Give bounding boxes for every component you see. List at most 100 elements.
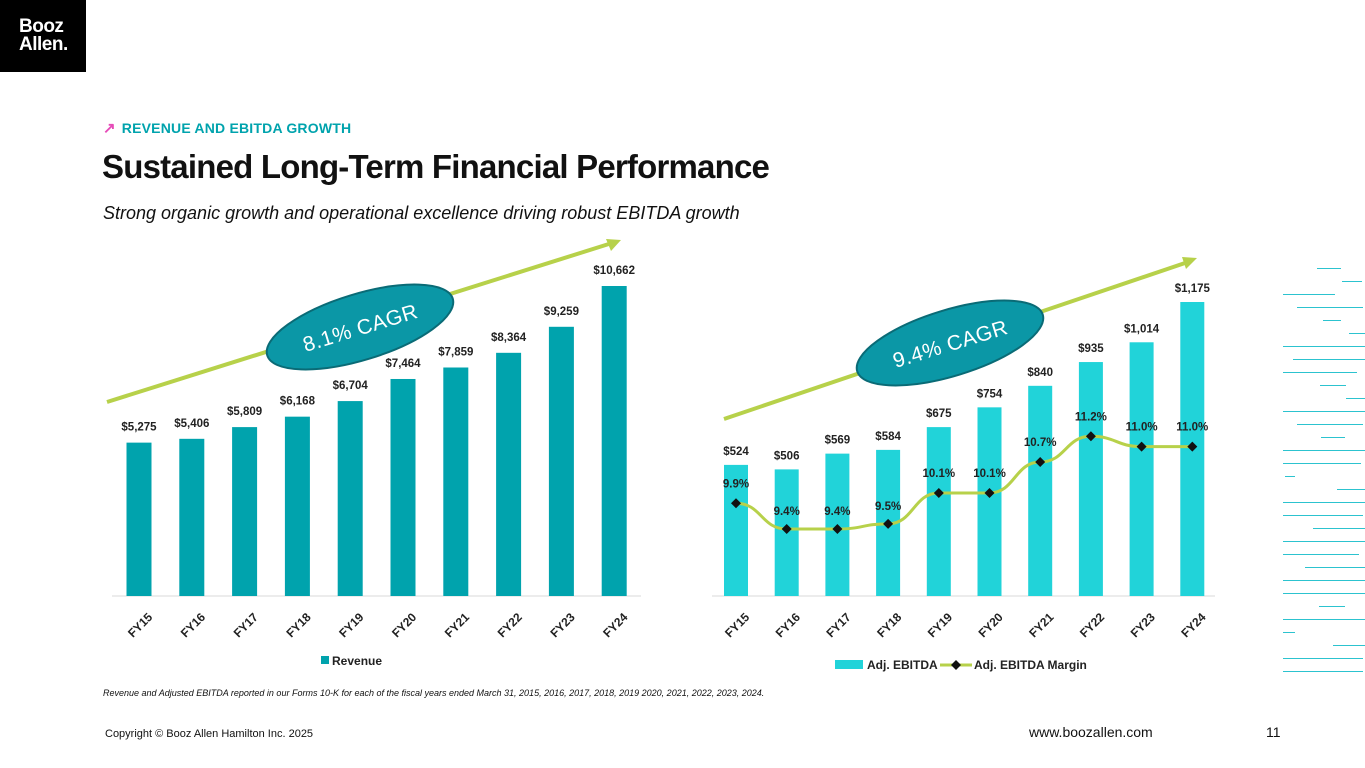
revenue-label-FY21: $7,859 <box>438 346 473 358</box>
revenue-label-FY15: $5,275 <box>121 422 157 434</box>
page-subtitle: Strong organic growth and operational ex… <box>103 203 740 223</box>
revenue-trend-arrowhead <box>606 239 621 251</box>
decorative-line <box>1337 489 1365 490</box>
revenue-bar-FY17 <box>232 427 258 596</box>
margin-marker-FY24 <box>1187 441 1198 452</box>
decorative-line <box>1283 619 1365 620</box>
arrow-up-right-icon: ↗ <box>103 120 116 137</box>
margin-marker-FY16 <box>781 524 792 534</box>
ebitda-label-FY17: $569 <box>825 435 851 447</box>
x-tick-FY20: FY20 <box>389 610 419 640</box>
booz-allen-logo: Booz Allen. <box>0 0 86 72</box>
x-tick-FY22: FY22 <box>495 610 525 640</box>
margin-marker-FY21 <box>1035 457 1046 468</box>
page-number: 11 <box>1266 724 1281 740</box>
ebitda-label-FY24: $1,175 <box>1175 283 1211 295</box>
margin-marker-FY23 <box>1136 441 1147 452</box>
margin-label-FY16: 9.4% <box>774 506 800 518</box>
ebitda-label-FY22: $935 <box>1078 343 1104 355</box>
margin-marker-FY22 <box>1085 431 1096 442</box>
x-tick-FY24: FY24 <box>600 610 630 640</box>
decorative-line <box>1283 593 1365 594</box>
decorative-line <box>1283 463 1361 464</box>
x-tick-FY18: FY18 <box>283 610 313 640</box>
decorative-line <box>1313 528 1365 529</box>
x-tick-ebitda-FY16: FY16 <box>773 610 803 640</box>
decorative-line <box>1283 671 1363 672</box>
margin-label-FY23: 11.0% <box>1126 422 1158 434</box>
x-tick-ebitda-FY20: FY20 <box>976 610 1006 640</box>
decorative-line <box>1333 645 1365 646</box>
decorative-line <box>1283 502 1365 503</box>
ebitda-bar-FY22 <box>1078 362 1103 596</box>
decorative-line <box>1283 346 1365 347</box>
margin-label-FY20: 10.1% <box>973 468 1006 480</box>
decorative-line <box>1297 424 1363 425</box>
x-tick-FY16: FY16 <box>178 610 208 640</box>
ebitda-bar-FY19 <box>926 427 951 596</box>
ebitda-label-FY19: $675 <box>926 408 952 420</box>
decorative-line <box>1283 632 1295 633</box>
x-tick-ebitda-FY19: FY19 <box>925 610 955 640</box>
revenue-bar-FY16 <box>179 438 205 596</box>
section-eyebrow: ↗ REVENUE AND EBITDA GROWTH <box>103 119 351 137</box>
decorative-line <box>1283 515 1363 516</box>
ebitda-bar-FY23 <box>1129 342 1154 596</box>
margin-marker-FY20 <box>984 487 995 498</box>
decorative-line <box>1305 567 1365 568</box>
x-tick-FY19: FY19 <box>336 610 366 640</box>
margin-label-FY17: 9.4% <box>824 506 850 518</box>
margin-label-FY22: 11.2% <box>1075 411 1107 423</box>
margin-label-FY18: 9.5% <box>875 501 901 513</box>
decorative-line <box>1283 580 1365 581</box>
decorative-line <box>1293 359 1365 360</box>
revenue-cagr-ellipse <box>265 283 455 371</box>
margin-label-FY15: 9.9% <box>723 478 749 490</box>
website-link[interactable]: www.boozallen.com <box>1029 724 1153 740</box>
decorative-line <box>1283 554 1359 555</box>
decorative-line <box>1283 541 1365 542</box>
decorative-line <box>1320 385 1346 386</box>
legend-margin-label: Adj. EBITDA Margin <box>974 658 1087 672</box>
margin-marker-FY18 <box>883 518 894 529</box>
decorative-lines <box>1283 268 1365 688</box>
decorative-line <box>1283 658 1363 659</box>
ebitda-bar-FY20 <box>977 407 1002 596</box>
x-tick-ebitda-FY23: FY23 <box>1128 610 1158 640</box>
logo-line-2: Allen. <box>19 34 68 55</box>
decorative-line <box>1283 450 1365 451</box>
margin-label-FY21: 10.7% <box>1024 437 1057 449</box>
ebitda-label-FY20: $754 <box>977 388 1003 400</box>
ebitda-margin-line <box>735 434 1193 531</box>
x-tick-FY21: FY21 <box>442 610 472 640</box>
x-tick-FY17: FY17 <box>231 610 261 640</box>
revenue-label-FY17: $5,809 <box>227 406 262 418</box>
copyright: Copyright © Booz Allen Hamilton Inc. 202… <box>105 728 314 740</box>
ebitda-bar-FY21 <box>1028 385 1053 596</box>
ebitda-label-FY21: $840 <box>1027 367 1053 379</box>
decorative-line <box>1349 333 1365 334</box>
ebitda-cagr-ellipse <box>855 299 1045 387</box>
revenue-label-FY22: $8,364 <box>491 332 527 344</box>
page-title: Sustained Long-Term Financial Performanc… <box>102 148 770 185</box>
ebitda-bar-FY15 <box>724 464 748 596</box>
logo-line-1: Booz <box>19 16 64 37</box>
legend-margin-marker <box>951 660 961 670</box>
revenue-label-FY16: $5,406 <box>174 418 209 430</box>
revenue-bar-FY20 <box>390 378 416 596</box>
revenue-label-FY20: $7,464 <box>385 358 421 370</box>
decorative-line <box>1285 476 1295 477</box>
footnote: Revenue and Adjusted EBITDA reported in … <box>103 688 765 698</box>
decorative-line <box>1283 411 1365 412</box>
revenue-bar-FY19 <box>337 401 363 596</box>
x-tick-ebitda-FY22: FY22 <box>1077 610 1107 640</box>
revenue-bar-FY23 <box>548 326 574 596</box>
x-tick-ebitda-FY21: FY21 <box>1026 610 1056 640</box>
decorative-line <box>1317 268 1341 269</box>
legend-ebitda-label: Adj. EBITDA <box>867 658 938 672</box>
revenue-label-FY24: $10,662 <box>593 265 635 277</box>
revenue-bar-FY22 <box>496 352 522 596</box>
x-tick-ebitda-FY18: FY18 <box>874 610 904 640</box>
x-tick-FY15: FY15 <box>125 610 155 640</box>
